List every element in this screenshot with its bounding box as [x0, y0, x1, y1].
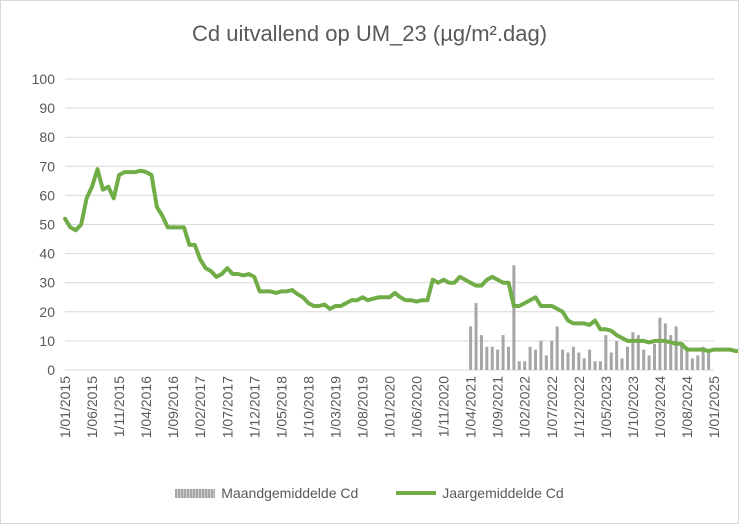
x-tick-label: 1/12/2017 — [246, 376, 262, 438]
bar — [485, 346, 489, 370]
bar — [523, 361, 527, 370]
bar — [582, 358, 586, 370]
legend-item-bars: Maandgemiddelde Cd — [175, 485, 358, 501]
x-tick-label: 1/07/2017 — [219, 376, 235, 438]
bar — [653, 343, 657, 370]
y-tick-label: 100 — [32, 71, 56, 87]
y-tick-label: 40 — [39, 246, 55, 262]
bar — [620, 358, 624, 370]
bar — [674, 326, 678, 370]
y-tick-label: 0 — [47, 362, 55, 378]
bar — [707, 352, 711, 370]
legend: Maandgemiddelde Cd Jaargemiddelde Cd — [1, 485, 738, 501]
bar — [696, 355, 700, 370]
legend-label-bars: Maandgemiddelde Cd — [221, 485, 359, 501]
x-tick-label: 1/10/2018 — [300, 376, 316, 438]
bar — [469, 326, 473, 370]
x-tick-label: 1/01/2025 — [706, 376, 722, 438]
bar — [512, 265, 516, 370]
bar — [588, 349, 592, 370]
bar — [571, 346, 575, 370]
y-tick-label: 10 — [39, 333, 55, 349]
bar — [496, 349, 500, 370]
bar — [555, 326, 559, 370]
x-tick-label: 1/04/2021 — [463, 376, 479, 438]
chart-title: Cd uitvallend op UM_23 (µg/m².dag) — [191, 21, 548, 46]
y-tick-label: 80 — [39, 129, 55, 145]
y-tick-label: 30 — [39, 275, 55, 291]
bar — [501, 335, 505, 370]
bar — [663, 323, 667, 370]
bar — [701, 346, 705, 370]
y-tick-label: 70 — [39, 158, 55, 174]
bar — [642, 349, 646, 370]
x-tick-label: 1/11/2020 — [436, 376, 452, 437]
x-tick-label: 1/03/2019 — [327, 376, 343, 438]
bar — [680, 343, 684, 370]
bar — [609, 352, 613, 370]
x-tick-label: 1/12/2022 — [571, 376, 587, 438]
bar — [550, 340, 554, 370]
bar — [528, 346, 532, 370]
y-tick-label: 60 — [39, 187, 55, 203]
x-tick-label: 1/05/2018 — [273, 376, 289, 438]
x-tick-label: 1/06/2020 — [409, 376, 425, 438]
legend-swatch-line — [396, 491, 437, 495]
x-tick-label: 1/09/2016 — [165, 376, 181, 438]
y-tick-label: 90 — [39, 100, 55, 116]
x-tick-label: 1/07/2022 — [544, 376, 560, 438]
x-tick-label: 1/08/2019 — [354, 376, 370, 438]
bar — [561, 349, 565, 370]
x-tick-label: 1/11/2015 — [111, 376, 127, 437]
bar — [539, 340, 543, 370]
bar — [593, 361, 597, 370]
bar — [690, 358, 694, 370]
legend-label-line: Jaargemiddelde Cd — [442, 485, 564, 501]
bar — [615, 340, 619, 370]
x-tick-label: 1/03/2024 — [652, 376, 668, 438]
x-tick-label: 1/02/2022 — [517, 376, 533, 438]
bar — [506, 346, 510, 370]
series-line — [63, 167, 738, 354]
bar — [685, 346, 689, 370]
bar — [544, 355, 548, 370]
bar — [577, 352, 581, 370]
bar — [490, 346, 494, 370]
legend-swatch-bars — [175, 488, 216, 498]
bar — [658, 317, 662, 370]
x-tick-label: 1/04/2016 — [138, 376, 154, 438]
x-tick-label: 1/06/2015 — [84, 376, 100, 438]
bar — [566, 352, 570, 370]
bar — [598, 361, 602, 370]
bar — [479, 335, 483, 370]
x-tick-label: 1/09/2021 — [490, 376, 506, 438]
x-tick-label: 1/02/2017 — [192, 376, 208, 438]
legend-item-line: Jaargemiddelde Cd — [396, 485, 564, 501]
bar — [669, 335, 673, 370]
bar — [474, 303, 478, 370]
bar — [647, 355, 651, 370]
bar — [517, 361, 521, 370]
y-tick-label: 20 — [39, 304, 55, 320]
bar — [534, 349, 538, 370]
bar — [604, 335, 608, 370]
x-tick-label: 1/08/2024 — [679, 376, 695, 438]
x-tick-label: 1/05/2023 — [598, 376, 614, 438]
x-tick-label: 1/01/2020 — [382, 376, 398, 438]
x-tick-label: 1/01/2015 — [57, 376, 73, 438]
x-tick-label: 1/10/2023 — [625, 376, 641, 438]
bar — [631, 332, 635, 370]
bar — [625, 346, 629, 370]
bar — [636, 335, 640, 370]
y-tick-label: 50 — [39, 217, 55, 233]
